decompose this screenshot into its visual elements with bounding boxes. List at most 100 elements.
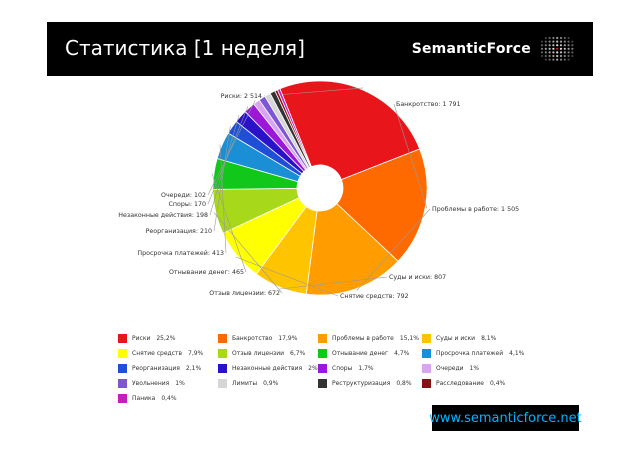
logo-dot (559, 51, 563, 54)
legend-swatch (218, 378, 227, 388)
logo-dot (544, 58, 547, 61)
logo-dot (567, 40, 570, 43)
logo-dot (571, 47, 574, 50)
logo-dot (567, 47, 570, 50)
legend-label: Споры (332, 364, 353, 372)
logo-dot (571, 54, 574, 58)
legend-label: Риски (132, 334, 151, 342)
logo-dot (559, 44, 563, 47)
legend-label: Банкротство (232, 334, 273, 342)
logo-dot (556, 36, 559, 40)
legend-label: Увольнения (132, 379, 170, 387)
legend-percent: 0,4% (161, 394, 177, 402)
footer-url[interactable]: www.semanticforce.net (429, 405, 582, 431)
legend-swatch (118, 348, 127, 358)
legend-swatch (118, 393, 127, 403)
legend-percent: 8,1% (481, 334, 497, 342)
logo-dot (552, 40, 555, 43)
slice-label: Риски: 2 514 (221, 93, 262, 100)
legend-item: Реструктуризация 0,8% (318, 378, 422, 388)
label-leader-line (235, 256, 339, 297)
label-leader-line (393, 103, 428, 209)
logo-dot (571, 40, 574, 43)
logo-dot (563, 36, 566, 40)
logo-dot (540, 54, 544, 58)
logo-dot (544, 51, 547, 54)
page-title: Статистика [1 неделя] (65, 36, 305, 60)
legend-swatch (318, 378, 327, 388)
legend-swatch (422, 378, 431, 388)
legend-item: Отзыв лицензии 6,7% (218, 348, 318, 358)
legend-item: Отнывание денег 4,7% (318, 348, 422, 358)
legend-swatch (318, 333, 327, 343)
label-leader-line (219, 144, 227, 254)
logo-dot (540, 51, 544, 54)
slice-label: Споры: 170 (169, 201, 206, 208)
pie-chart: Риски: 2 514 Банкротство: 1 791 Проблемы в… (118, 80, 519, 300)
logo-dots-icon (540, 36, 574, 61)
legend-item: Проблемы в работе 15,1% (318, 333, 422, 343)
slice-label: Очереди: 102 (161, 192, 206, 199)
legend-swatch (118, 378, 127, 388)
logo-dot (548, 54, 551, 58)
logo-dot (563, 47, 566, 50)
pie-slice (276, 88, 312, 168)
legend-percent: 6,7% (290, 349, 306, 357)
legend-percent: 1% (469, 364, 480, 372)
legend-item: Незаконные действия 2% (218, 363, 318, 373)
legend-label: Паника (132, 394, 156, 402)
legend-item: Реорганизация 2,1% (118, 363, 218, 373)
logo-dot (567, 54, 570, 58)
legend-item: Банкротство 17,9% (218, 333, 318, 343)
logo-dot (548, 47, 551, 50)
logo-dot (559, 54, 563, 58)
logo-dot (556, 58, 559, 61)
slice-label: Отнывание денег: 465 (169, 269, 244, 276)
legend-swatch (118, 363, 127, 373)
logo-dot (556, 40, 559, 43)
logo-dot (563, 54, 566, 58)
brand-logo: SemanticForce (412, 34, 575, 64)
slice-label: Просрочка платежей: 413 (137, 249, 224, 257)
legend-label: Снятие средств (132, 349, 182, 357)
logo-dot (559, 36, 563, 40)
slice-label: Снятие средств: 792 (340, 293, 409, 300)
chart-legend: Риски 25,2% Банкротство 17,9% Проблемы в раб… (118, 333, 524, 403)
legend-swatch (218, 333, 227, 343)
logo-dot (556, 47, 559, 50)
slice-label: Незаконные действия: 198 (118, 211, 208, 219)
logo-dot (548, 58, 551, 61)
legend-label: Лимиты (232, 379, 258, 387)
logo-dot (563, 58, 566, 61)
logo-dot (548, 51, 551, 54)
logo-dot (540, 40, 544, 43)
legend-percent: 2,1% (185, 364, 202, 372)
legend-label: Проблемы в работе (332, 334, 394, 342)
label-leader-line (211, 173, 247, 273)
label-leader-line (356, 208, 431, 291)
legend-item: Суды и иски 8,1% (422, 333, 518, 343)
legend-percent: 0,9% (263, 379, 279, 387)
logo-dot (567, 51, 570, 54)
legend-swatch (218, 363, 227, 373)
logo-dot (571, 51, 574, 54)
legend-label: Реорганизация (132, 364, 180, 372)
slice-label: Банкротство: 1 791 (396, 101, 460, 108)
logo-dot (563, 51, 566, 54)
logo-dot (544, 40, 547, 43)
logo-dot (567, 36, 570, 40)
logo-dot (563, 44, 566, 47)
logo-dot (544, 36, 547, 40)
label-leader-line (209, 114, 240, 216)
label-leader-line (213, 212, 283, 294)
logo-dot (548, 40, 551, 43)
legend-label: Отнывание денег (332, 349, 389, 357)
legend-percent: 7,9% (188, 349, 204, 357)
legend-label: Расследование (436, 379, 484, 387)
legend-label: Отзыв лицензии (232, 349, 285, 357)
logo-dot (552, 44, 555, 47)
slice-label: Отзыв лицензии: 672 (209, 290, 280, 297)
logo-dot (559, 58, 563, 61)
label-leader-line (207, 100, 256, 196)
pie-slice (279, 80, 421, 181)
